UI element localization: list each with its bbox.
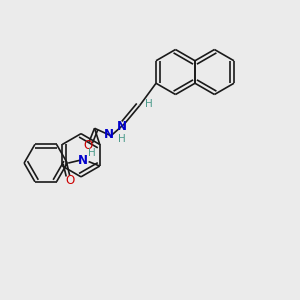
Text: H: H bbox=[145, 99, 153, 109]
Text: N: N bbox=[103, 128, 114, 141]
Text: H: H bbox=[88, 148, 96, 158]
Text: N: N bbox=[78, 154, 88, 166]
Text: O: O bbox=[65, 174, 74, 187]
Text: O: O bbox=[83, 140, 92, 152]
Text: H: H bbox=[118, 134, 125, 144]
Text: N: N bbox=[117, 120, 127, 133]
